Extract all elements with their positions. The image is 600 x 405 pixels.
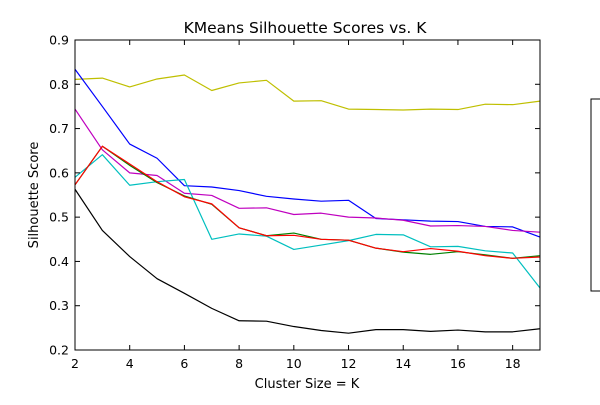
series-line-6 (74, 145, 541, 259)
plot-frame (74, 39, 541, 351)
x-tick-label: 2 (71, 356, 79, 371)
x-tick-label: 18 (505, 356, 521, 371)
y-tick-label: 0.4 (49, 254, 69, 269)
x-tick-label: 14 (395, 356, 411, 371)
y-tick-label: 0.5 (49, 210, 69, 225)
x-axis: 2 4 6 8 10 12 14 16 18 (71, 40, 521, 371)
y-tick-label: 0.8 (49, 77, 69, 92)
y-axis-label: Silhouette Score (27, 142, 42, 249)
y-tick-label: 0.9 (49, 33, 69, 48)
y-tick-label: 0.6 (49, 165, 69, 180)
y-tick-label: 0.2 (49, 343, 69, 358)
chart-title: KMeans Silhouette Scores vs. K (184, 19, 428, 37)
x-tick-label: 4 (126, 356, 134, 371)
legend-box (590, 98, 600, 292)
series-line-1 (74, 74, 541, 111)
series-line-5 (74, 145, 541, 259)
y-axis: 0.2 0.3 0.4 0.5 0.6 0.7 0.8 0.9 (49, 33, 540, 358)
x-tick-label: 12 (341, 356, 357, 371)
series-layer (74, 68, 541, 334)
y-tick-label: 0.7 (49, 121, 69, 136)
x-tick-label: 16 (450, 356, 466, 371)
x-axis-label: Cluster Size = K (255, 377, 360, 392)
series-line-4 (74, 154, 541, 289)
y-tick-label: 0.3 (49, 298, 69, 313)
series-line-3 (74, 108, 541, 233)
series-line-7 (74, 188, 541, 334)
x-tick-label: 10 (286, 356, 302, 371)
x-tick-label: 6 (180, 356, 188, 371)
series-line-2 (74, 68, 541, 238)
x-tick-label: 8 (235, 356, 243, 371)
